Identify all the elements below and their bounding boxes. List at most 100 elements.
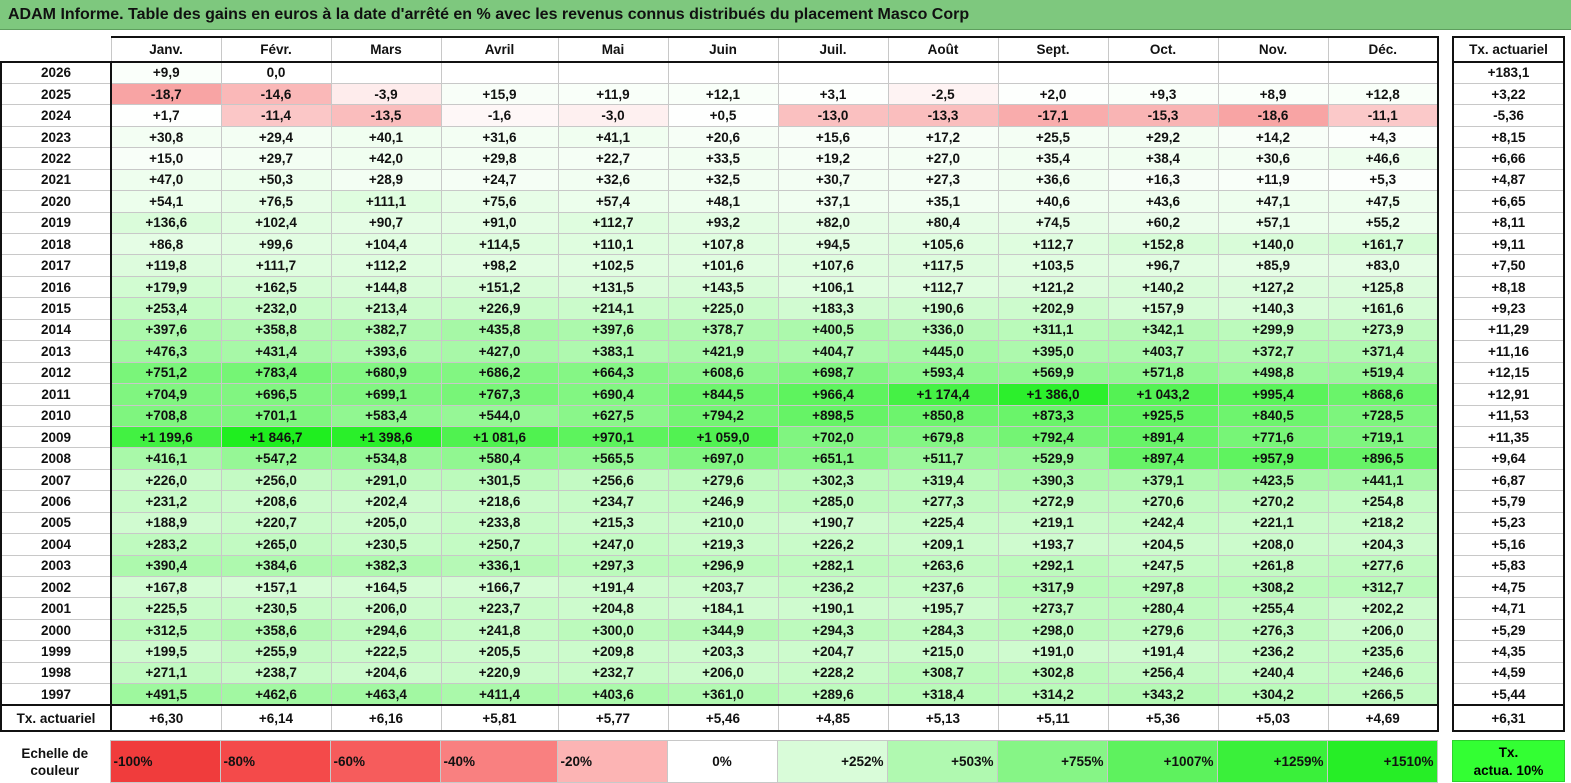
gain-cell: +372,7 — [1217, 340, 1329, 363]
gain-cell: -3,9 — [330, 82, 442, 106]
month-header: Août — [887, 36, 999, 63]
year-cell: 2013 — [0, 340, 112, 363]
gain-cell: +651,1 — [777, 447, 889, 470]
tx-row: +8,11 — [1452, 211, 1565, 235]
month-header-row: Janv. Févr. Mars Avril Mai Juin Juil. Août Sept.… — [1, 36, 1439, 63]
gain-cell: +247,5 — [1107, 554, 1219, 578]
tx-value: +11,16 — [1452, 340, 1565, 363]
gain-cell: +213,4 — [330, 297, 442, 320]
month-header: Avril — [440, 36, 559, 63]
gain-cell: +15,9 — [440, 82, 559, 106]
gain-cell: +191,0 — [997, 640, 1109, 663]
color-scale-swatch: -20% — [556, 740, 668, 783]
gain-cell: +4,3 — [1327, 125, 1439, 149]
gain-cell: +30,7 — [777, 168, 889, 192]
color-scale-swatch: 0% — [666, 740, 778, 783]
gain-cell: +421,9 — [667, 340, 779, 363]
gain-cell: +164,5 — [330, 575, 442, 599]
tx-value: +9,64 — [1452, 447, 1565, 470]
gain-cell: +261,8 — [1217, 554, 1329, 578]
gain-cell: +301,5 — [440, 468, 559, 492]
tx-value: +9,23 — [1452, 297, 1565, 320]
gain-cell: +204,3 — [1327, 533, 1439, 556]
gain-cell: +1 199,6 — [110, 425, 222, 449]
gain-cell: +117,5 — [887, 254, 999, 277]
tx-row: +6,66 — [1452, 147, 1565, 170]
gain-cell: +403,7 — [1107, 340, 1219, 363]
table-row: 2026 +9,9 0,0 — [0, 60, 1439, 84]
gain-cell: +291,0 — [330, 468, 442, 492]
gain-cell: +403,6 — [557, 683, 669, 706]
gain-cell: +445,0 — [887, 340, 999, 363]
gain-cell: +256,4 — [1107, 661, 1219, 685]
gain-cell: +277,6 — [1327, 554, 1439, 578]
color-scale-row: Echelle de couleur -100% -80% -60% -40% -20%… — [0, 740, 1438, 783]
tx-row: +4,87 — [1452, 168, 1565, 192]
gain-cell: +343,2 — [1107, 683, 1219, 706]
tx-row: +12,91 — [1452, 383, 1565, 406]
footer-value: +5,11 — [997, 704, 1109, 733]
footer-value: +6,30 — [110, 704, 222, 733]
table-row: 2001 +225,5 +230,5 +206,0 +223,7 +204,8 +184,1… — [0, 597, 1439, 620]
tx-value: +4,75 — [1452, 575, 1565, 599]
tx-value: +7,50 — [1452, 254, 1565, 277]
gain-cell: +300,0 — [557, 618, 669, 642]
year-cell: 2002 — [0, 575, 112, 599]
gain-cell: +273,9 — [1327, 318, 1439, 342]
year-cell: 2024 — [0, 104, 112, 127]
gain-cell: +246,9 — [667, 490, 779, 513]
gain-cell: +250,7 — [440, 533, 559, 556]
gain-cell: +702,0 — [777, 425, 889, 449]
gain-cell: +74,5 — [997, 211, 1109, 235]
gain-cell: +93,2 — [667, 211, 779, 235]
gain-cell — [667, 60, 779, 84]
gain-cell: +378,7 — [667, 318, 779, 342]
gain-cell: +701,1 — [220, 404, 332, 427]
gain-cell: +336,1 — [440, 554, 559, 578]
gain-cell: +277,3 — [887, 490, 999, 513]
table-row: 2005 +188,9 +220,7 +205,0 +233,8 +215,3 +210,0… — [0, 511, 1439, 535]
gain-cell: +850,8 — [887, 404, 999, 427]
gain-cell: +868,6 — [1327, 383, 1439, 406]
gain-cell: +891,4 — [1107, 425, 1219, 449]
gain-cell — [777, 60, 889, 84]
gain-cell: +222,5 — [330, 640, 442, 663]
gain-cell: +463,4 — [330, 683, 442, 706]
gain-cell: +35,1 — [887, 190, 999, 213]
month-header: Mars — [330, 36, 442, 63]
tx-row: +7,50 — [1452, 254, 1565, 277]
gain-cell: +190,1 — [777, 597, 889, 620]
gain-cell: +382,3 — [330, 554, 442, 578]
gain-cell: +106,1 — [777, 275, 889, 299]
gain-cell: +75,6 — [440, 190, 559, 213]
footer-value: +5,81 — [440, 704, 559, 733]
gain-cell: +435,8 — [440, 318, 559, 342]
gain-cell: +206,0 — [1327, 618, 1439, 642]
gain-cell: +111,1 — [330, 190, 442, 213]
gain-cell: +664,3 — [557, 361, 669, 385]
tx-row: +6,87 — [1452, 468, 1565, 492]
tx-value: +11,53 — [1452, 404, 1565, 427]
gain-cell: +1 043,2 — [1107, 383, 1219, 406]
gain-cell: +99,6 — [220, 232, 332, 256]
gain-cell: +85,9 — [1217, 254, 1329, 277]
year-cell: 2018 — [0, 232, 112, 256]
gain-cell: +202,4 — [330, 490, 442, 513]
gain-cell: +794,2 — [667, 404, 779, 427]
tx-actua-legend: Tx. actua. 10% — [1452, 740, 1565, 782]
gain-cell: +404,7 — [777, 340, 889, 363]
gain-cell: +728,5 — [1327, 404, 1439, 427]
gain-cell: -15,3 — [1107, 104, 1219, 127]
gain-cell: +704,9 — [110, 383, 222, 406]
header-corner — [1, 37, 111, 62]
tx-actua-legend-line1: Tx. — [1498, 745, 1519, 760]
gain-cell: +925,5 — [1107, 404, 1219, 427]
gain-cell: +127,2 — [1217, 275, 1329, 299]
gain-cell: +102,5 — [557, 254, 669, 277]
gain-cell: +225,4 — [887, 511, 999, 535]
tx-footer-value: +6,31 — [1452, 704, 1565, 733]
table-row: 1997 +491,5 +462,6 +463,4 +411,4 +403,6 +361,0… — [0, 683, 1439, 706]
gain-cell: +371,4 — [1327, 340, 1439, 363]
gain-cell: +279,6 — [667, 468, 779, 492]
gain-cell: +203,3 — [667, 640, 779, 663]
